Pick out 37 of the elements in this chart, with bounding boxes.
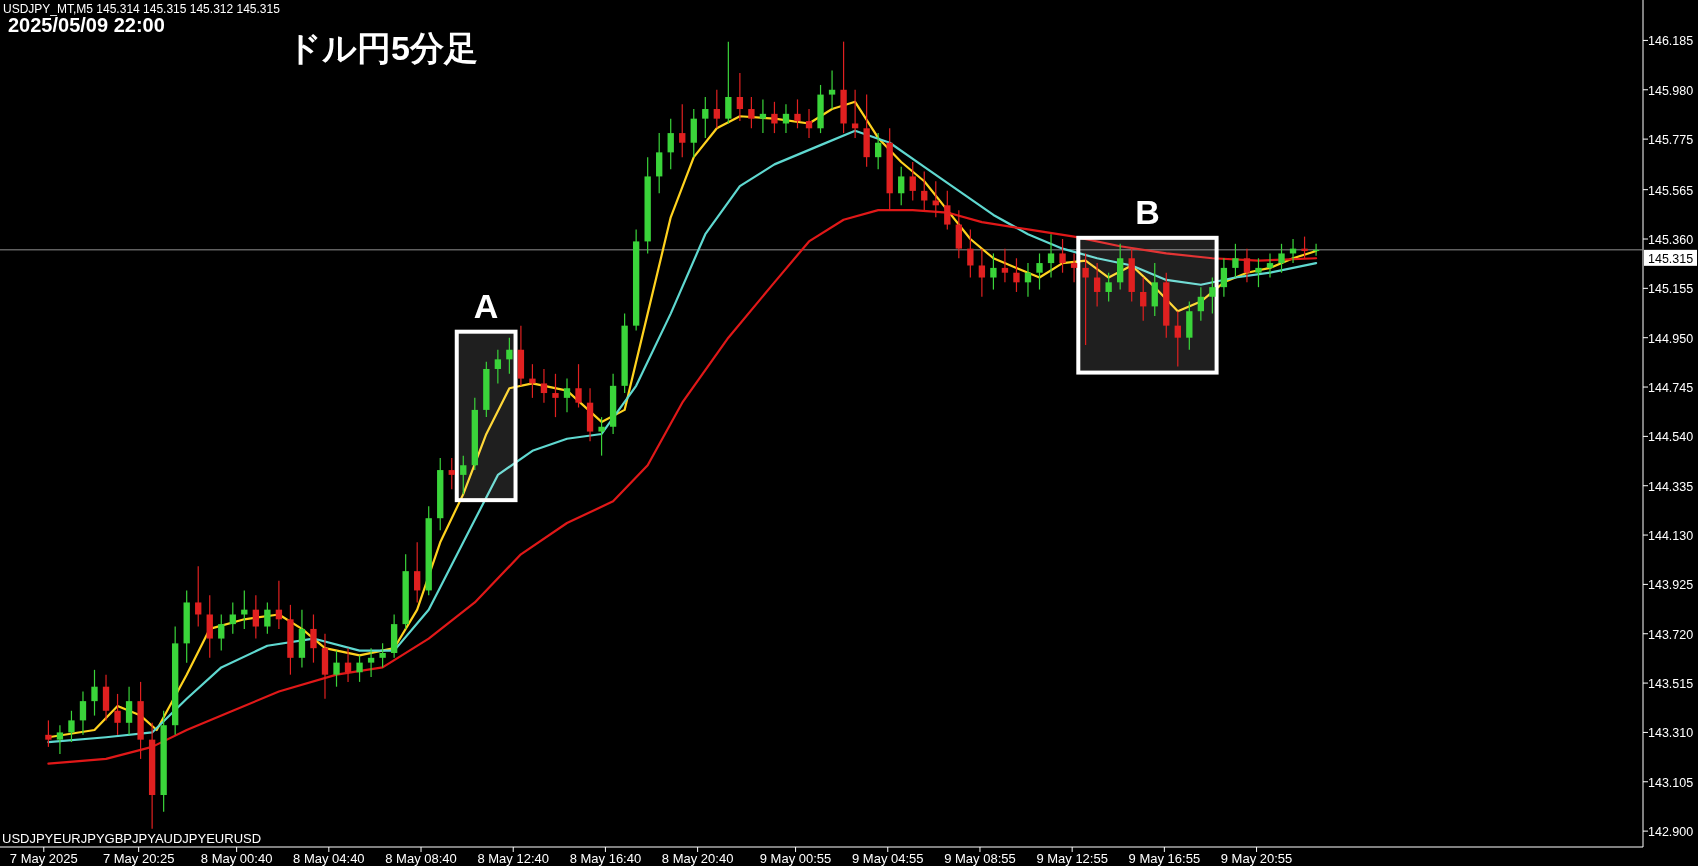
x-tick-label: 8 May 20:40 [661,851,734,866]
annotation: USDJPY_MT,M5 145.314 145.315 145.312 145.315 [3,2,281,16]
x-tick-label: 8 May 12:40 [477,851,549,866]
x-tick-label: 9 May 08:55 [944,851,1016,866]
y-tick-label: 145.155 [1648,282,1694,297]
y-tick-label: 143.310 [1648,726,1694,741]
y-tick-label: 144.540 [1648,430,1694,445]
band-label: B [1135,192,1160,231]
y-tick-label: 145.980 [1648,83,1694,98]
ref-line-label: 145.315 [1648,251,1694,266]
y-tick-label: 144.335 [1648,479,1694,494]
x-tick-label: 9 May 00:55 [759,851,832,866]
x-tick-label: 8 May 00:40 [200,851,273,866]
x-tick-label: 9 May 12:55 [1036,851,1108,866]
annotation: USDJPYEURJPYGBPJPYAUDJPYEURUSD [2,831,262,846]
text: ドル円5分足 [287,29,478,67]
x-tick-label: 8 May 16:40 [569,851,642,866]
y-tick-label: 144.130 [1648,529,1694,544]
y-tick-label: 145.775 [1648,133,1694,148]
y-tick-label: 144.745 [1648,381,1694,396]
y-tick-label: 145.565 [1648,183,1694,198]
y-tick-label: 143.515 [1648,677,1694,692]
x-tick-label: 9 May 16:55 [1128,851,1201,866]
x-tick-label: 8 May 04:40 [293,851,365,866]
band-label: A [473,286,499,325]
x-tick-label: 9 May 20:55 [1220,851,1293,866]
y-tick-label: 143.720 [1648,627,1694,642]
y-tick-label: 142.900 [1648,825,1694,840]
y-tick-label: 146.185 [1648,34,1694,49]
x-tick-label: 7 May 20:25 [102,851,175,866]
x-tick-label: 7 May 2025 [9,851,78,866]
x-tick-label: 8 May 08:40 [385,851,457,866]
x-tick-label: 9 May 04:55 [851,851,924,866]
y-tick-label: 143.105 [1648,775,1694,790]
y-tick-label: 143.925 [1648,578,1694,593]
y-tick-label: 144.950 [1648,331,1694,346]
y-tick-label: 145.360 [1648,233,1694,248]
